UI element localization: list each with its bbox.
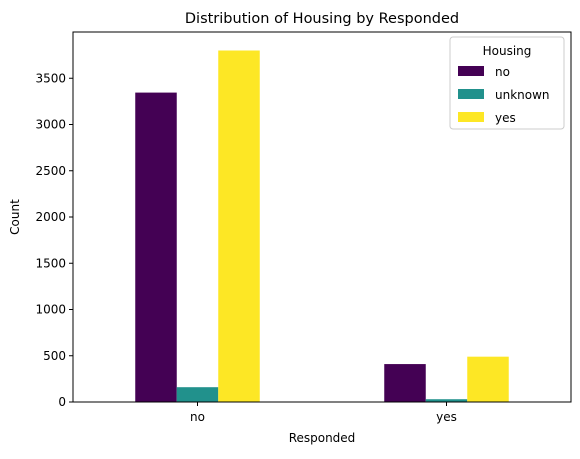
bar-no-no [135,92,177,403]
legend-box [449,36,565,130]
bar-yes-no [384,364,426,402]
bar-no-yes [218,50,260,402]
x-tick-label-yes: yes [436,410,457,424]
legend-label-unknown: unknown [495,88,550,102]
y-tick-label-7: 3500 [35,71,66,85]
x-tick-label-no: no [190,410,205,424]
y-tick-label-5: 2500 [35,164,66,178]
legend: Housing no unknown yes [449,36,565,130]
y-tick-label-4: 2000 [35,210,66,224]
bars-layer [135,50,509,403]
legend-label-no: no [495,65,510,79]
legend-swatch-no [458,66,484,76]
bar-yes-yes [467,356,509,402]
legend-swatch-unknown [458,89,484,99]
legend-label-yes: yes [495,111,516,125]
bar-no-unknown [176,387,219,402]
y-axis-label: Count [8,199,22,235]
y-axis: 0 500 1000 1500 2000 2500 3000 3500 [35,71,73,409]
x-axis: no yes [190,402,457,424]
legend-items: no unknown yes [458,65,550,125]
y-tick-label-3: 1500 [35,256,66,270]
plot-frame [72,31,572,403]
y-tick-label-1: 500 [43,349,66,363]
legend-title: Housing [483,44,532,58]
y-tick-label-6: 3000 [35,118,66,132]
bar-yes-unknown [425,399,468,402]
x-axis-label: Responded [289,431,356,445]
chart-title: Distribution of Housing by Responded [185,11,459,27]
legend-swatch-yes [458,112,484,122]
y-tick-label-0: 0 [58,395,66,409]
y-tick-label-2: 1000 [35,303,66,317]
